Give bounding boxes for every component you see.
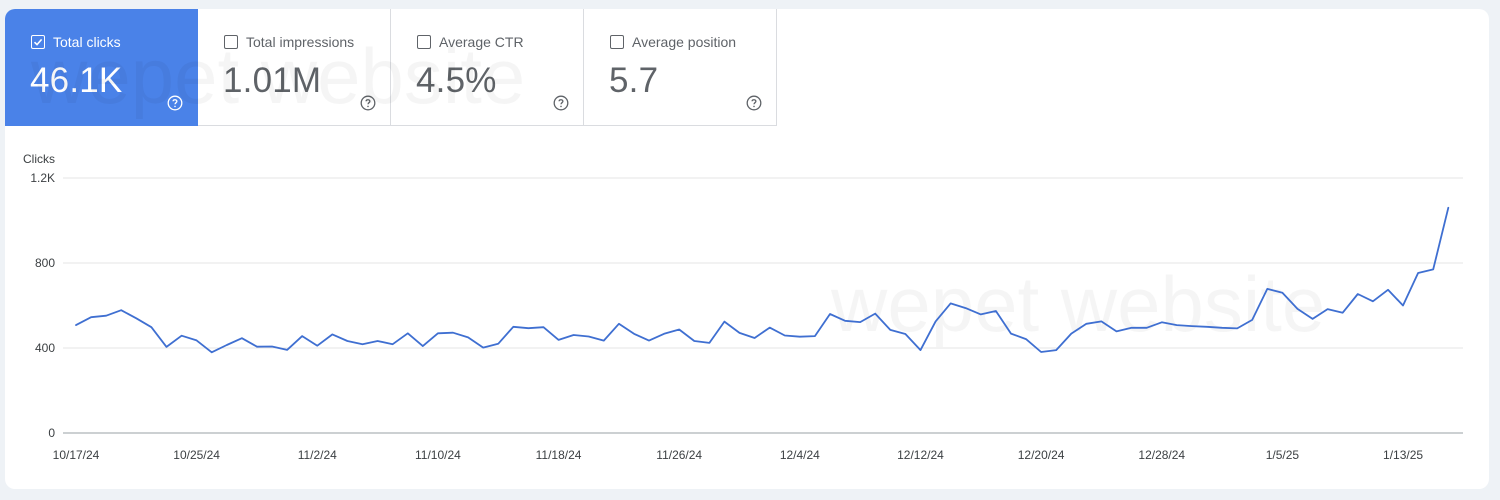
performance-panel: Total clicks 46.1K Total impressions 1.0…	[5, 9, 1489, 489]
x-tick-label: 11/10/24	[415, 448, 461, 462]
checkbox-icon[interactable]	[224, 35, 238, 49]
watermark-text: wepet website	[30, 32, 525, 120]
clicks-series-line	[75, 206, 1450, 354]
watermark-text: wepet website	[830, 260, 1325, 348]
checkbox-icon[interactable]	[417, 35, 431, 49]
metric-cards: Total clicks 46.1K Total impressions 1.0…	[5, 9, 777, 126]
y-tick-label: 400	[35, 341, 55, 355]
x-tick-label: 11/2/24	[298, 448, 337, 462]
x-tick-label: 11/26/24	[656, 448, 702, 462]
help-icon[interactable]	[360, 95, 376, 111]
metric-value: 1.01M	[223, 61, 322, 100]
metric-value: 4.5%	[416, 61, 497, 100]
x-tick-label: 12/4/24	[780, 448, 820, 462]
help-icon[interactable]	[167, 95, 183, 111]
metric-label: Average position	[632, 34, 737, 50]
metric-label: Total impressions	[246, 34, 355, 50]
metric-label: Average CTR	[439, 34, 524, 50]
metric-card-average-ctr[interactable]: Average CTR 4.5%	[391, 9, 584, 126]
x-tick-label: 12/20/24	[1018, 448, 1065, 462]
y-tick-label: 1.2K	[30, 171, 55, 185]
x-tick-label: 11/18/24	[536, 448, 582, 462]
metric-value: 5.7	[609, 61, 659, 100]
checkbox-checked-icon[interactable]	[31, 35, 45, 49]
x-tick-label: 10/25/24	[173, 448, 220, 462]
x-tick-label: 1/13/25	[1383, 448, 1423, 462]
metric-card-total-impressions[interactable]: Total impressions 1.01M	[198, 9, 391, 126]
metric-label: Total clicks	[53, 34, 121, 50]
y-axis-label: Clicks	[23, 152, 55, 166]
clicks-line-chart: wepet website wepet website Clicks 0 400 8…	[23, 32, 1463, 462]
y-tick-label: 800	[35, 256, 55, 270]
metric-card-total-clicks[interactable]: Total clicks 46.1K	[5, 9, 198, 126]
help-icon[interactable]	[553, 95, 569, 111]
y-tick-label: 0	[48, 426, 55, 440]
metric-value: 46.1K	[30, 61, 123, 100]
metric-card-average-position[interactable]: Average position 5.7	[584, 9, 777, 126]
x-tick-label: 10/17/24	[53, 448, 100, 462]
x-tick-label: 12/12/24	[897, 448, 944, 462]
x-tick-label: 1/5/25	[1266, 448, 1300, 462]
x-tick-label: 12/28/24	[1138, 448, 1185, 462]
help-icon[interactable]	[746, 95, 762, 111]
checkbox-icon[interactable]	[610, 35, 624, 49]
